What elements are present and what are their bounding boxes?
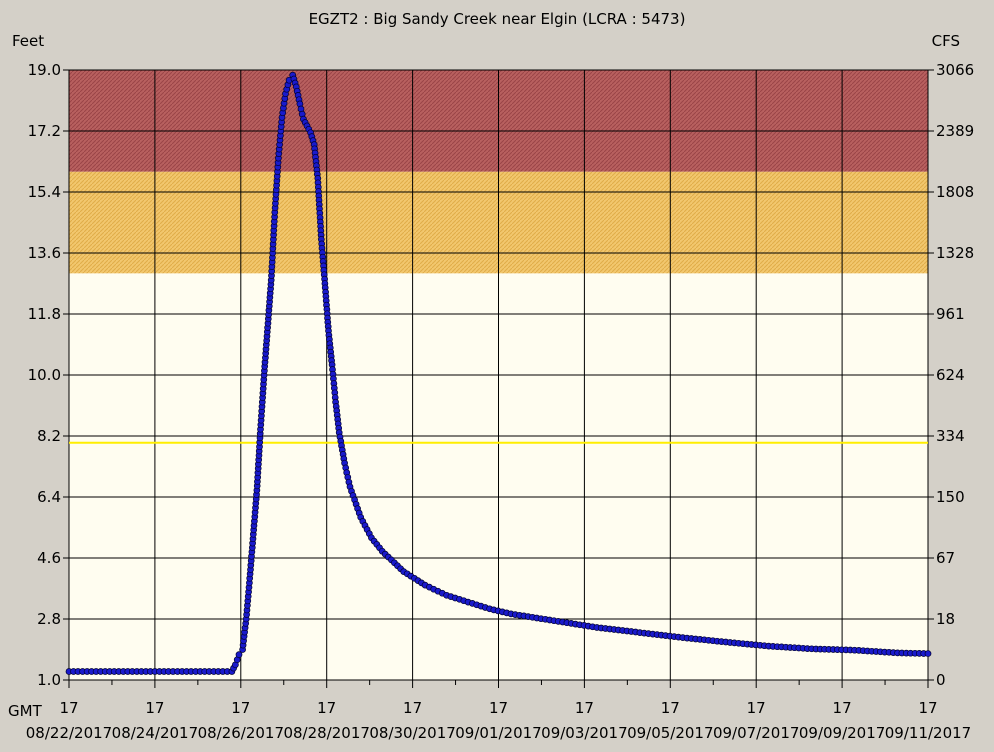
y-tick-label-right: 3066 <box>936 61 974 79</box>
axis-labels: 19.0 17.2 15.4 13.6 11.8 10.0 8.2 6.4 4.6 2.8 1.0 3… <box>26 61 974 742</box>
y-tick-label-right: 334 <box>936 427 965 445</box>
y-tick-label-left: 15.4 <box>28 183 61 201</box>
x-date-label: 09/11/2017 <box>885 724 971 742</box>
x-date-label: 09/01/2017 <box>455 724 541 742</box>
x-date-label: 09/05/2017 <box>627 724 713 742</box>
chart-title: EGZT2 : Big Sandy Creek near Elgin (LCRA… <box>309 10 686 28</box>
y-tick-label-right: 67 <box>936 549 955 567</box>
stage-data-points <box>65 71 932 675</box>
x-date-label: 08/30/2017 <box>369 724 455 742</box>
x-hour-label: 17 <box>661 699 680 717</box>
x-hour-label: 17 <box>231 699 250 717</box>
gridlines <box>68 69 929 681</box>
x-date-label: 08/28/2017 <box>283 724 369 742</box>
y-tick-label-left: 13.6 <box>28 244 61 262</box>
y-tick-label-right: 1328 <box>936 244 974 262</box>
x-date-label: 08/24/2017 <box>112 724 198 742</box>
x-hour-label: 17 <box>575 699 594 717</box>
timezone-label: GMT <box>8 702 43 720</box>
x-date-label: 08/26/2017 <box>198 724 284 742</box>
x-date-label: 09/03/2017 <box>541 724 627 742</box>
x-date-label: 09/07/2017 <box>713 724 799 742</box>
x-hour-label: 17 <box>403 699 422 717</box>
x-date-label: 08/22/2017 <box>26 724 112 742</box>
y-tick-label-left: 11.8 <box>28 305 61 323</box>
y-tick-label-left: 10.0 <box>28 366 61 384</box>
y-tick-label-right: 1808 <box>936 183 974 201</box>
y-tick-label-right: 0 <box>936 671 946 689</box>
y-tick-label-left: 17.2 <box>28 122 61 140</box>
y-tick-label-left: 8.2 <box>37 427 61 445</box>
y-tick-label-left: 4.6 <box>37 549 61 567</box>
x-hour-label: 17 <box>489 699 508 717</box>
x-hour-label: 17 <box>747 699 766 717</box>
axis-ticks <box>63 69 934 688</box>
x-hour-label: 17 <box>918 699 937 717</box>
x-hour-label: 17 <box>59 699 78 717</box>
x-hour-label: 17 <box>833 699 852 717</box>
y-tick-label-left: 19.0 <box>28 61 61 79</box>
y-tick-label-right: 961 <box>936 305 965 323</box>
x-hour-label: 17 <box>145 699 164 717</box>
y-tick-label-left: 1.0 <box>37 671 61 689</box>
x-hour-label: 17 <box>317 699 336 717</box>
y-axis-left-label: Feet <box>12 32 44 50</box>
y-tick-label-left: 2.8 <box>37 610 61 628</box>
data-point <box>235 651 243 658</box>
y-tick-label-left: 6.4 <box>37 488 61 506</box>
data-point <box>924 650 932 657</box>
y-tick-label-right: 18 <box>936 610 955 628</box>
x-date-label: 09/09/2017 <box>799 724 885 742</box>
y-tick-label-right: 150 <box>936 488 965 506</box>
y-axis-right-label: CFS <box>932 32 960 50</box>
y-tick-label-right: 2389 <box>936 122 974 140</box>
y-tick-label-right: 624 <box>936 366 965 384</box>
